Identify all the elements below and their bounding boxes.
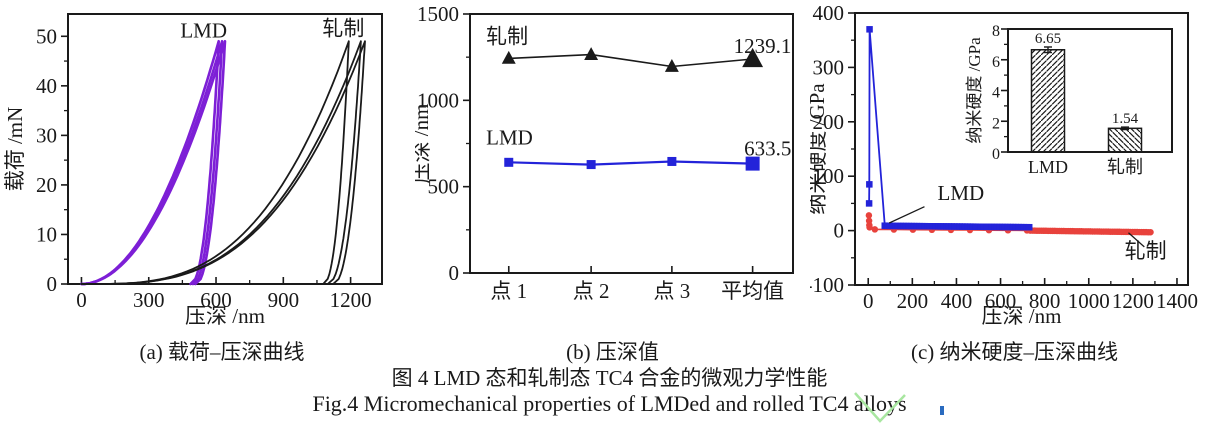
data-point-轧制	[584, 47, 599, 60]
load-unload-loop-轧制	[80, 40, 366, 285]
y-tick-label: -100	[810, 273, 844, 297]
category-label: 平均值	[721, 279, 784, 303]
load-unload-loop-LMD	[80, 39, 224, 286]
blue-speck-artifact	[940, 406, 944, 415]
inset-bar-轧制	[1107, 127, 1143, 153]
x-axis-label: 压深 /nm	[185, 304, 265, 328]
y-tick-label: 0	[449, 261, 460, 285]
y-tick-label: 300	[813, 55, 845, 79]
data-point-LMD	[667, 156, 677, 166]
y-axis-label: 纳米硬度 /GPa	[810, 83, 829, 215]
y-tick-label: 10	[36, 222, 57, 246]
load-depth-curve-chart: 0 300 600 900 1200 0 10 20 30 40 50 压深 /nm 载荷 /mN LMD…	[3, 13, 383, 328]
x-tick-label: 0	[76, 288, 87, 312]
y-tick-label: 1000	[417, 88, 459, 112]
data-point-LMD	[504, 157, 514, 167]
y-tick-label: 40	[36, 74, 57, 98]
y-tick-label: 2	[992, 115, 1000, 132]
x-tick-label: 800	[1029, 289, 1061, 313]
data-point-LMD	[866, 181, 873, 188]
annotation-leader-line	[1128, 232, 1145, 248]
data-point-轧制	[742, 47, 764, 68]
data-point-轧制	[664, 59, 679, 72]
subcaption-c: (c) 纳米硬度–压深曲线	[910, 340, 1119, 364]
y-tick-label: 6	[992, 54, 1000, 71]
inset-bar-value: 1.54	[1112, 111, 1139, 127]
depth-value-chart: 0 500 1000 1500 点 1 点 2 点 3 平均值 压深 /nm 轧制 1239.1 LM…	[415, 2, 794, 303]
y-tick-label: 200	[813, 110, 845, 134]
data-point-LMD	[866, 26, 873, 33]
inset-bar-LMD	[1030, 49, 1066, 153]
x-tick-label: 600	[985, 289, 1017, 313]
y-tick-label: 100	[813, 164, 845, 188]
x-tick-label: 0	[863, 289, 874, 313]
y-tick-label: 0	[47, 272, 58, 296]
series-label-轧制: 轧制	[322, 16, 364, 40]
annotation-轧制: 轧制	[1125, 239, 1167, 263]
y-tick-label: 30	[36, 123, 57, 147]
series-label-LMD: LMD	[486, 125, 533, 149]
series-line-轧制	[508, 53, 754, 68]
y-axis-label: 载荷 /mN	[3, 107, 27, 192]
data-point-LMD	[865, 200, 873, 207]
data-point-LMD	[745, 156, 760, 171]
y-axis-label: 压深 /nm	[415, 104, 433, 184]
y-tick-label: 8	[992, 23, 1000, 40]
inset-bar-value: 6.65	[1035, 31, 1061, 47]
subcaption-b: (b) 压深值	[566, 340, 659, 364]
x-tick-label: 200	[897, 289, 929, 313]
average-value-annotation-轧制: 1239.1	[734, 34, 792, 58]
data-point-轧制	[1147, 228, 1154, 236]
y-tick-label: 0	[834, 219, 845, 243]
average-value-annotation-LMD: 633.5	[744, 137, 791, 161]
x-tick-label: 1200	[330, 288, 372, 312]
category-label: 点 2	[573, 279, 610, 303]
annotation-LMD: LMD	[938, 181, 985, 205]
y-tick-label: 50	[36, 24, 57, 48]
category-label: 点 3	[654, 279, 691, 303]
inset-bar-label: LMD	[1028, 157, 1068, 177]
y-tick-label: 500	[428, 175, 460, 199]
y-tick-label: 4	[992, 85, 1000, 102]
data-point-轧制	[871, 226, 879, 233]
x-tick-label: 1000	[1068, 289, 1110, 313]
annotation-artifact	[854, 392, 944, 423]
x-tick-label: 400	[941, 289, 973, 313]
category-label: 点 1	[490, 279, 527, 303]
subcaption-a: (a) 载荷–压深曲线	[139, 340, 305, 364]
x-axis-label: 压深 /nm	[982, 304, 1062, 328]
x-tick-label: 300	[133, 288, 165, 312]
series-line-LMD	[507, 160, 754, 166]
data-point-轧制	[501, 50, 516, 64]
annotation-leader-line	[888, 206, 925, 224]
load-unload-loop-LMD	[80, 39, 220, 286]
data-point-轧制	[865, 212, 873, 219]
green-check-artifact	[854, 392, 906, 423]
inset-bar-label: 轧制	[1107, 157, 1143, 177]
inset-y-axis-label: 纳米硬度 /GPa	[965, 37, 984, 144]
x-tick-label: 1400	[1156, 289, 1198, 313]
y-tick-label: 20	[36, 173, 57, 197]
x-tick-label: 900	[268, 288, 300, 312]
y-tick-label: 400	[813, 1, 845, 25]
y-tick-label: 1500	[417, 2, 459, 26]
data-point-LMD	[586, 160, 596, 170]
load-unload-loop-LMD	[80, 39, 227, 286]
series-label-轧制: 轧制	[486, 24, 528, 48]
figure-caption-english: Fig.4 Micromechanical properties of LMDe…	[312, 391, 907, 416]
x-tick-label: 600	[200, 288, 232, 312]
x-tick-label: 1200	[1112, 289, 1154, 313]
figure-caption-chinese: 图 4 LMD 态和轧制态 TC4 合金的微观力学性能	[391, 366, 828, 390]
plot-frame	[67, 13, 383, 285]
data-point-LMD	[1025, 223, 1033, 231]
series-label-LMD: LMD	[180, 18, 227, 42]
y-tick-label: 0	[992, 146, 1000, 163]
data-point-轧制	[866, 224, 873, 231]
